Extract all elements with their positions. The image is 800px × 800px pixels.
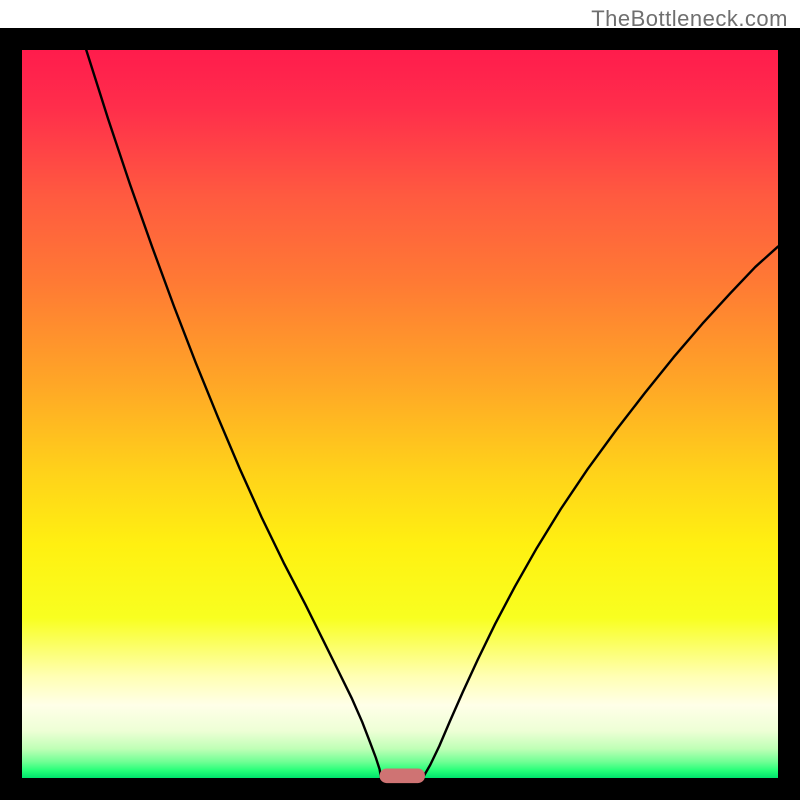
chart-root: TheBottleneck.com bbox=[0, 0, 800, 800]
plot-background bbox=[22, 50, 778, 778]
chart-svg bbox=[0, 0, 800, 800]
minimum-marker bbox=[380, 769, 425, 784]
